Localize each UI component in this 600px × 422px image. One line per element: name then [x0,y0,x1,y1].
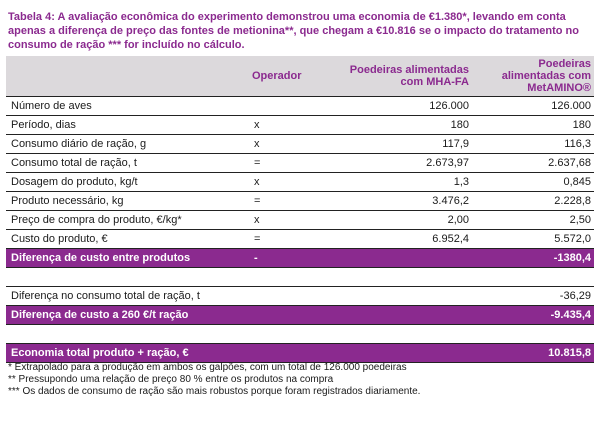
row-label: Período, dias [6,115,234,135]
row-operator: x [234,210,324,230]
row-label: Diferença no consumo total de ração, t [6,286,234,306]
row-label: Consumo diário de ração, g [6,134,234,154]
row-metamino-value: 0,845 [472,172,594,192]
row-mha-value [324,324,472,344]
footnotes: * Extrapolado para a produção em ambos o… [8,362,594,398]
table-row: Diferença no consumo total de ração, t -… [6,286,594,306]
row-metamino-value: 2.228,8 [472,191,594,211]
row-mha-value: 1,3 [324,172,472,192]
row-mha-value [324,248,472,268]
footnote-2: ** Pressupondo uma relação de preço 80 %… [8,374,334,385]
row-label: Economia total produto + ração, € [6,343,234,363]
row-operator: = [234,229,324,249]
header-blank [6,56,234,97]
row-metamino-value: 5.572,0 [472,229,594,249]
row-operator: x [234,134,324,154]
row-label: Dosagem do produto, kg/t [6,172,234,192]
highlight-row-total-savings: Economia total produto + ração, € 10.815… [6,343,594,363]
table-header-row: Operador Poedeiras alimentadas com MHA-F… [6,56,594,97]
header-operator: Operador [234,56,324,97]
row-operator [234,324,324,344]
row-mha-value: 3.476,2 [324,191,472,211]
row-metamino-value [472,324,594,344]
row-operator: = [234,191,324,211]
row-operator: - [234,248,324,268]
row-mha-value: 126.000 [324,96,472,116]
row-mha-value: 117,9 [324,134,472,154]
row-label: Diferença de custo a 260 €/t ração [6,305,234,325]
table-row: Consumo total de ração, t = 2.673,97 2.6… [6,153,594,173]
row-mha-value: 2,00 [324,210,472,230]
row-operator [234,267,324,287]
row-operator: x [234,115,324,135]
row-label: Produto necessário, kg [6,191,234,211]
row-operator [234,343,324,363]
row-label: Número de aves [6,96,234,116]
table-row: Número de aves 126.000 126.000 [6,96,594,116]
spacer-row [6,324,594,344]
row-operator [234,305,324,325]
row-metamino-value: -1380,4 [472,248,594,268]
highlight-row-cost-difference: Diferença de custo entre produtos - -138… [6,248,594,268]
row-label: Preço de compra do produto, €/kg* [6,210,234,230]
row-operator: = [234,153,324,173]
row-mha-value [324,305,472,325]
row-label: Custo do produto, € [6,229,234,249]
table-row: Produto necessário, kg = 3.476,2 2.228,8 [6,191,594,211]
table-caption: Tabela 4: A avaliação econômica do exper… [8,11,579,51]
row-label [6,267,234,287]
row-mha-value: 2.673,97 [324,153,472,173]
spacer-row [6,267,594,287]
header-metamino: Poedeiras alimentadas com MetAMINO® [472,56,594,97]
row-metamino-value: 10.815,8 [472,343,594,363]
row-mha-value: 6.952,4 [324,229,472,249]
row-operator [234,96,324,116]
row-metamino-value: -36,29 [472,286,594,306]
economic-evaluation-table: Operador Poedeiras alimentadas com MHA-F… [6,56,594,363]
row-mha-value: 180 [324,115,472,135]
table-row: Preço de compra do produto, €/kg* x 2,00… [6,210,594,230]
row-label [6,324,234,344]
row-mha-value [324,286,472,306]
row-metamino-value: 2.637,68 [472,153,594,173]
highlight-row-feed-cost-difference: Diferença de custo a 260 €/t ração -9.43… [6,305,594,325]
row-mha-value [324,267,472,287]
table-row: Consumo diário de ração, g x 117,9 116,3 [6,134,594,154]
table-row: Dosagem do produto, kg/t x 1,3 0,845 [6,172,594,192]
row-metamino-value [472,267,594,287]
row-metamino-value: 180 [472,115,594,135]
header-mha-fa: Poedeiras alimentadas com MHA-FA [324,56,472,97]
row-label: Diferença de custo entre produtos [6,248,234,268]
footnote-1: * Extrapolado para a produção em ambos o… [8,362,407,373]
row-operator: x [234,172,324,192]
row-metamino-value: 126.000 [472,96,594,116]
table-row: Período, dias x 180 180 [6,115,594,135]
table-row: Custo do produto, € = 6.952,4 5.572,0 [6,229,594,249]
row-metamino-value: 116,3 [472,134,594,154]
row-label: Consumo total de ração, t [6,153,234,173]
row-metamino-value: -9.435,4 [472,305,594,325]
row-operator [234,286,324,306]
row-metamino-value: 2,50 [472,210,594,230]
row-mha-value [324,343,472,363]
footnote-3: *** Os dados de consumo de ração são mai… [8,386,421,397]
